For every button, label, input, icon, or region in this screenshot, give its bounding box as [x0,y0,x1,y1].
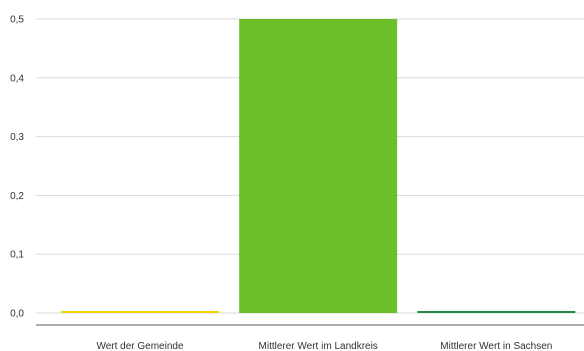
y-tick-label: 0,5 [10,15,24,26]
x-category-label: Mittlerer Wert im Landkreis [259,341,378,351]
y-tick-label: 0,0 [10,309,24,320]
bar-3 [417,311,576,313]
bar-1 [61,311,219,313]
bars [61,19,576,313]
x-category-label: Wert der Gemeinde [96,341,184,351]
x-category-label: Mittlerer Wert in Sachsen [440,341,552,351]
y-tick-label: 0,4 [10,73,24,84]
bar-2 [239,19,398,313]
y-tick-label: 0,1 [10,250,24,261]
y-tick-label: 0,3 [10,132,24,143]
y-tick-label: 0,2 [10,191,24,202]
x-axis-category-labels: Wert der Gemeinde Mittlerer Wert im Landk… [96,341,552,351]
y-axis-tick-labels: 0,0 0,1 0,2 0,3 0,4 0,5 [10,15,24,320]
